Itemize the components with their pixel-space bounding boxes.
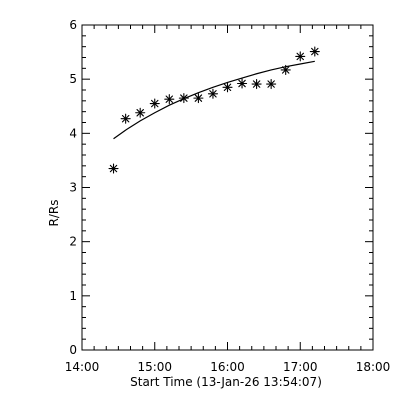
data-point [295,51,306,62]
y-tick-label: 1 [69,289,77,303]
y-tick-label: 5 [69,72,77,86]
data-point [193,93,204,104]
y-tick-label: 4 [69,126,77,140]
data-point [120,113,131,124]
y-tick-label: 0 [69,343,77,357]
fit-line [113,60,315,140]
x-axis-title: Start Time (13-Jan-26 13:54:07) [130,375,322,389]
data-point [207,88,218,99]
data-point [164,94,175,105]
data-point [237,78,248,89]
data-point [108,163,119,174]
data-point [266,78,277,90]
data-point [309,46,320,57]
x-tick-label: 18:00 [356,360,391,374]
x-tick-label: 17:00 [283,360,318,374]
y-tick-label: 3 [69,181,77,195]
data-point [251,78,262,90]
x-tick-label: 15:00 [137,360,172,374]
y-tick-label: 6 [69,18,77,32]
x-tick-label: 14:00 [65,360,100,374]
y-tick-label: 2 [69,235,77,249]
data-point [135,107,146,118]
data-point [149,98,160,109]
x-tick-label: 16:00 [210,360,245,374]
data-point [222,82,233,93]
y-axis-title: R/Rs [47,200,61,227]
